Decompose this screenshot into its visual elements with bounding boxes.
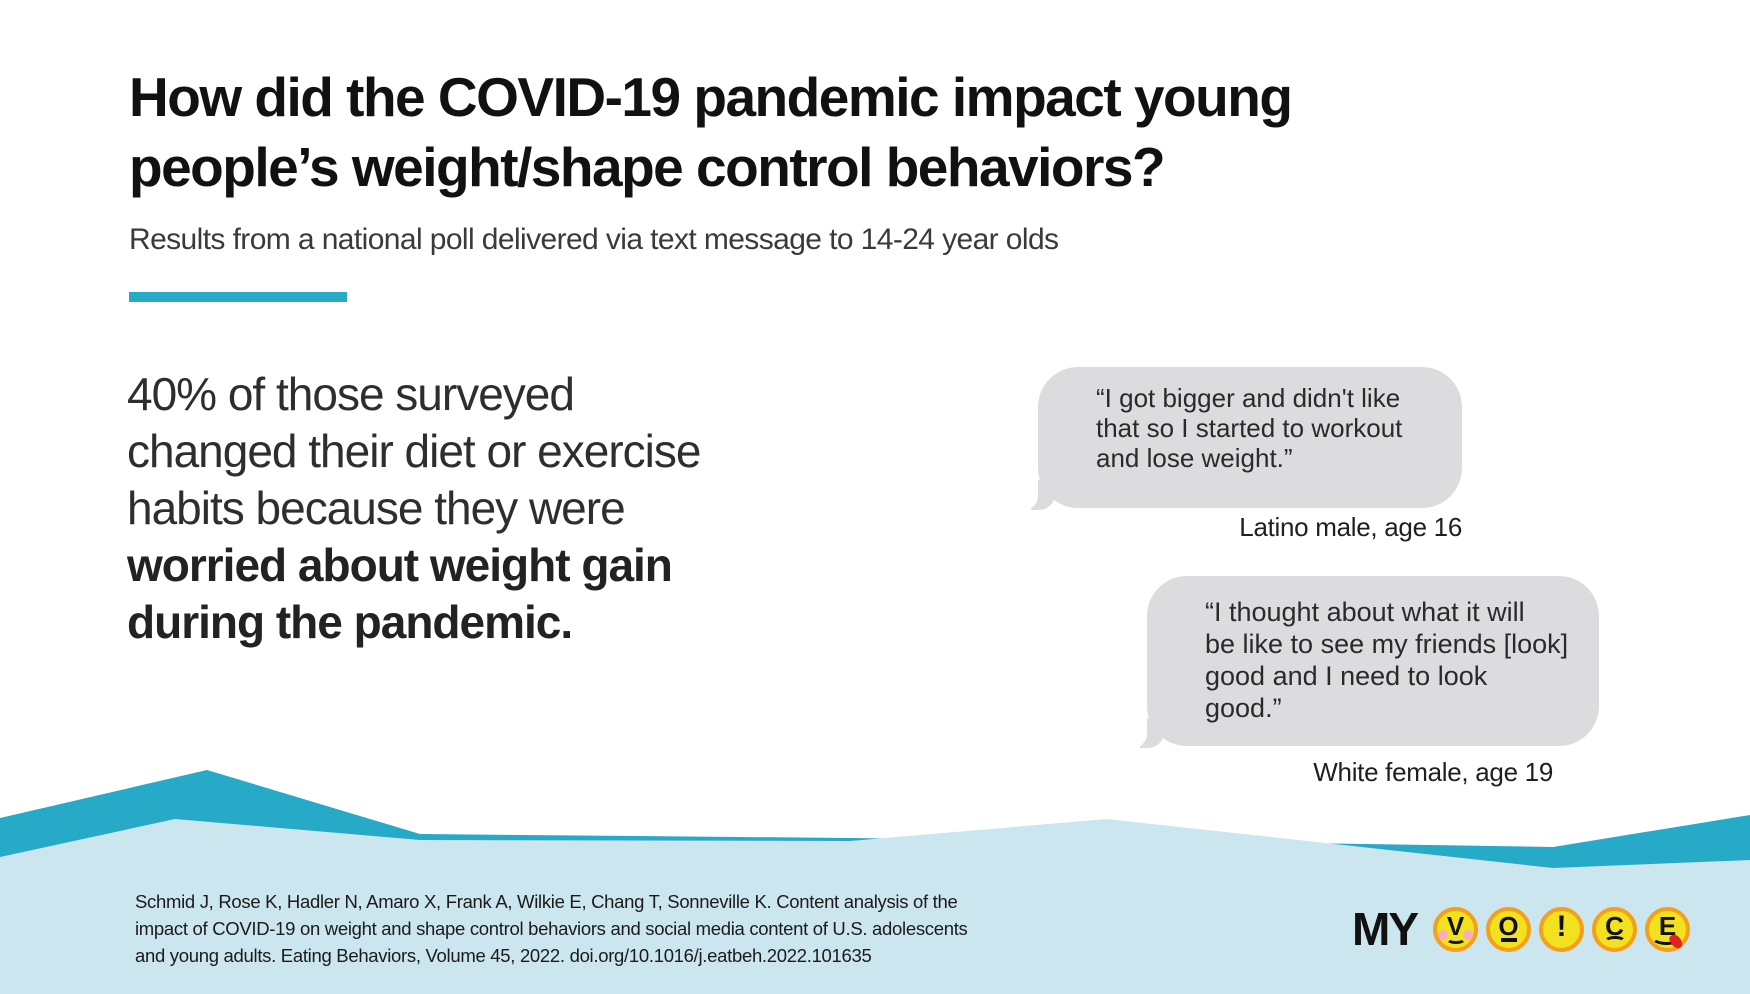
page-title-line1: How did the COVID-19 pandemic impact you… — [129, 66, 1293, 128]
quote-1-text: “I got bigger and didn't like that so I … — [1038, 367, 1462, 473]
quote-line: “I got bigger and didn't like — [1096, 383, 1401, 413]
stat-line-bold: worried about weight gain — [127, 539, 673, 591]
emoji-letter: V — [1446, 910, 1465, 941]
emoji-letter-exclamation-face: ! — [1539, 906, 1584, 952]
stat-line: 40% of those surveyed — [127, 368, 575, 420]
citation-line: impact of COVID-19 on weight and shape c… — [135, 918, 968, 939]
emoji-letter-o-neutral-face: O — [1486, 906, 1531, 952]
smile-mouth-icon — [1445, 934, 1466, 944]
page-subtitle: Results from a national poll delivered v… — [129, 223, 1059, 256]
blush-cheek-icon — [1438, 929, 1448, 940]
stat-line: changed their diet or exercise — [127, 425, 701, 477]
quote-line: good and I need to look — [1205, 661, 1488, 691]
emoji-letter-e-tongue-face: E — [1645, 906, 1690, 952]
emoji-letter: C — [1605, 910, 1624, 941]
emoji-letter: O — [1498, 910, 1519, 941]
stat-line: habits because they were — [127, 482, 626, 534]
quote-1-attribution: Latino male, age 16 — [1239, 512, 1462, 542]
speech-bubble-quote-1: “I got bigger and didn't like that so I … — [1024, 367, 1462, 510]
citation-text: Schmid J, Rose K, Hadler N, Amaro X, Fra… — [135, 888, 1015, 969]
quote-line: good.” — [1205, 693, 1282, 723]
quote-line: “I thought about what it will — [1205, 597, 1525, 627]
stat-paragraph: 40% of those surveyed changed their diet… — [127, 366, 827, 651]
citation-line: and young adults. Eating Behaviors, Volu… — [135, 945, 872, 966]
quote-line: that so I started to workout — [1096, 413, 1403, 443]
logo-text-my: MY — [1352, 903, 1419, 955]
quote-line: be like to see my friends [look] — [1205, 629, 1569, 659]
blush-cheek-icon — [1463, 929, 1473, 940]
quote-2-text: “I thought about what it will be like to… — [1147, 576, 1599, 724]
footer-wave-graphic — [0, 770, 1750, 994]
emoji-letter-c-frown-face: C — [1592, 906, 1637, 952]
footer-wave-light-blue — [0, 819, 1750, 994]
emoji-letter: ! — [1556, 909, 1567, 943]
citation-line: Schmid J, Rose K, Hadler N, Amaro X, Fra… — [135, 891, 958, 912]
emoji-letter-v-blush-face: V — [1433, 906, 1478, 952]
quote-line: and lose weight.” — [1096, 443, 1293, 473]
page-title: How did the COVID-19 pandemic impact you… — [129, 62, 1549, 202]
page-title-line2: people’s weight/shape control behaviors? — [129, 136, 1166, 198]
stat-line-bold: during the pandemic. — [127, 596, 573, 648]
neutral-mouth-icon — [1500, 937, 1517, 942]
speech-bubble-quote-2: “I thought about what it will be like to… — [1133, 576, 1599, 748]
frown-mouth-icon — [1603, 935, 1626, 947]
myvoice-logo: MY V O ! C E — [1352, 903, 1690, 955]
quote-2-attribution: White female, age 19 — [1313, 757, 1553, 787]
title-underline-accent — [129, 292, 347, 302]
smile-mouth-icon — [1651, 929, 1682, 945]
